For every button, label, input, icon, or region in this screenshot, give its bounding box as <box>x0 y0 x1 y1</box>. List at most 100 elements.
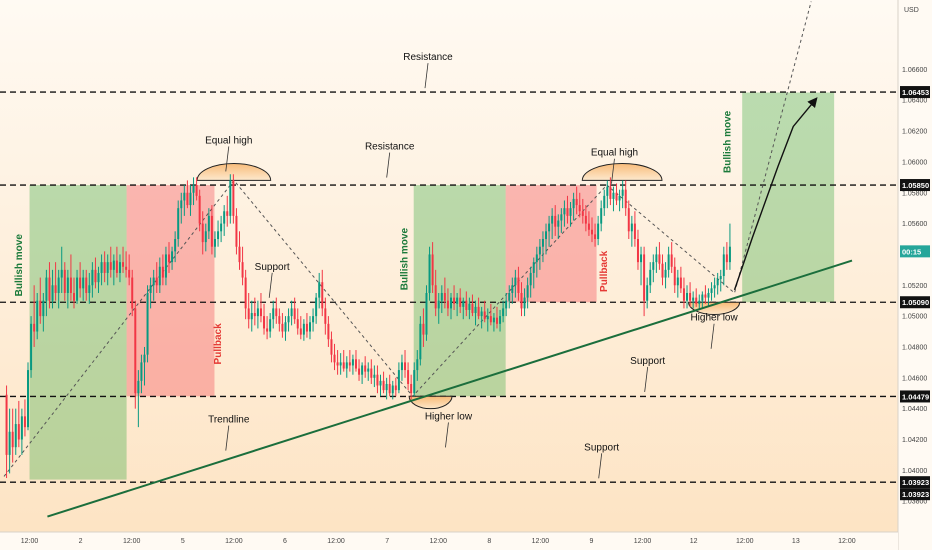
annotation-label: Resistance <box>403 52 453 63</box>
candle-body <box>597 223 600 240</box>
candle-body <box>704 294 707 298</box>
candle <box>627 200 630 240</box>
candle-body <box>492 317 495 323</box>
candle <box>508 285 511 309</box>
candle-body <box>532 262 535 273</box>
price-tag-label: 1.05090 <box>902 298 929 307</box>
candle <box>676 269 679 298</box>
candle <box>247 292 250 329</box>
candle <box>195 177 198 201</box>
candle <box>695 288 698 307</box>
candle-body <box>682 288 685 301</box>
candle <box>210 205 213 255</box>
candle <box>309 316 312 340</box>
candle <box>342 350 345 372</box>
candle <box>707 288 710 307</box>
candle-body <box>670 254 673 267</box>
candle-body <box>244 277 247 309</box>
vertical-label: Bullish move <box>722 110 733 173</box>
candle-body <box>554 215 557 227</box>
candle-body <box>42 300 45 317</box>
time-tick-label: 12:00 <box>634 538 652 545</box>
candle <box>36 292 39 340</box>
candle <box>480 306 483 329</box>
candle <box>103 251 106 283</box>
candle-body <box>33 323 36 332</box>
candle-body <box>425 292 428 335</box>
candle <box>658 242 661 270</box>
candle-body <box>27 370 30 428</box>
candle <box>244 269 247 320</box>
candle-body <box>618 195 621 201</box>
candle <box>572 192 575 221</box>
candle-body <box>581 211 584 216</box>
candle-body <box>499 316 502 324</box>
candle-body <box>345 362 348 369</box>
candle <box>661 254 664 286</box>
annotation: Support <box>255 262 290 298</box>
price-tick-label: 1.04400 <box>902 406 927 413</box>
candle-body <box>51 285 54 301</box>
candle-body <box>287 316 290 323</box>
candle <box>437 292 440 324</box>
candle-body <box>483 311 486 320</box>
annotation: Resistance <box>365 142 415 178</box>
price-tick-label: 1.04600 <box>902 375 927 382</box>
candle <box>336 350 339 375</box>
candle <box>281 313 284 338</box>
candle <box>545 223 548 255</box>
candle <box>434 269 437 317</box>
candle-body <box>465 300 468 310</box>
level-price-tag: 1.03923 <box>900 488 930 501</box>
candle <box>27 362 30 431</box>
candle <box>223 205 226 236</box>
candle-body <box>324 308 327 324</box>
candle <box>477 297 480 320</box>
candle <box>621 180 624 209</box>
candle-body <box>354 359 357 369</box>
candle <box>499 309 502 332</box>
candle-body <box>161 266 164 278</box>
candle-body <box>480 311 483 317</box>
candle-body <box>164 254 167 278</box>
candle-body <box>679 277 682 289</box>
candle <box>361 362 364 384</box>
candle <box>354 350 357 372</box>
candle-body <box>339 362 342 366</box>
currency-label: USD <box>904 7 919 14</box>
candle-body <box>330 339 333 355</box>
candle-body <box>263 316 266 329</box>
candle <box>180 192 183 224</box>
candle <box>382 371 385 394</box>
candle-body <box>437 300 440 309</box>
candle <box>17 400 20 448</box>
candle-body <box>281 323 284 332</box>
candle-body <box>664 269 667 278</box>
candle <box>456 292 459 317</box>
candle <box>253 297 256 326</box>
candle-body <box>122 262 125 267</box>
candle-body <box>91 269 94 286</box>
candle <box>256 300 259 329</box>
candle <box>474 300 477 326</box>
candle <box>112 254 115 286</box>
candle <box>177 200 180 247</box>
time-tick-label: 12:00 <box>532 538 550 545</box>
candle-body <box>284 322 287 332</box>
candle <box>554 205 557 236</box>
candle <box>109 246 112 278</box>
price-tick-label: 1.06600 <box>902 67 927 74</box>
candle <box>82 269 85 301</box>
candle <box>115 246 118 278</box>
candle <box>664 262 667 289</box>
candle <box>526 277 529 309</box>
candle <box>636 229 639 270</box>
time-tick-label: 5 <box>181 538 185 545</box>
candle <box>557 214 560 240</box>
candle-body <box>198 195 201 224</box>
annotation-label: Trendline <box>208 415 250 426</box>
candle <box>296 308 299 335</box>
candle <box>597 215 600 246</box>
candle <box>422 308 425 347</box>
